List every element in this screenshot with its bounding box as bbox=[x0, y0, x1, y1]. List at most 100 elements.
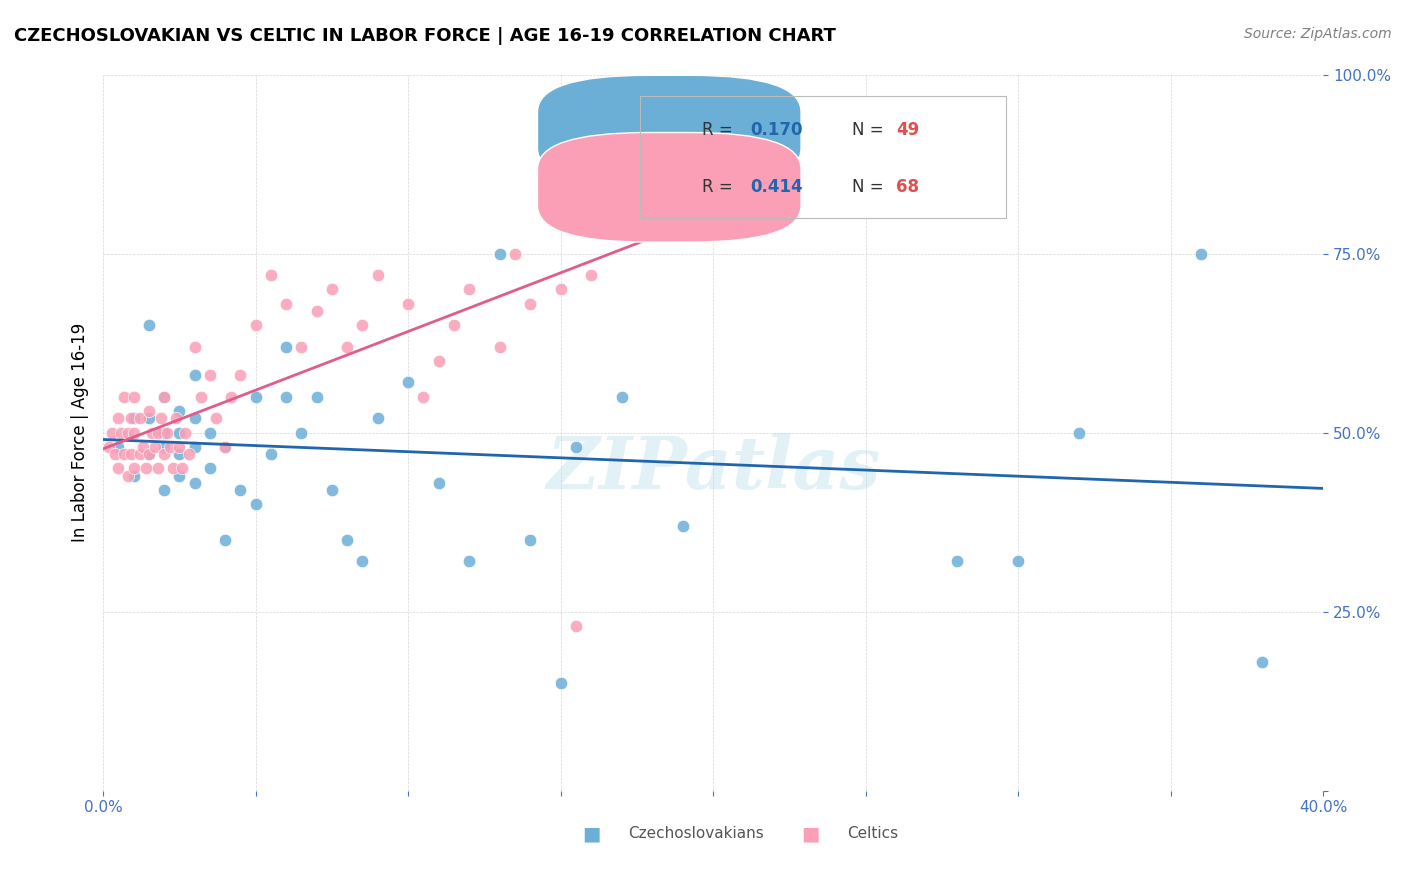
Point bbox=[412, 390, 434, 404]
Point bbox=[107, 440, 129, 454]
Point bbox=[290, 425, 312, 440]
Text: CZECHOSLOVAKIAN VS CELTIC IN LABOR FORCE | AGE 16-19 CORRELATION CHART: CZECHOSLOVAKIAN VS CELTIC IN LABOR FORCE… bbox=[14, 27, 837, 45]
Point bbox=[183, 368, 205, 383]
Point bbox=[458, 554, 481, 568]
Point bbox=[138, 318, 160, 333]
Point bbox=[550, 282, 572, 296]
Point bbox=[321, 282, 343, 296]
Point bbox=[153, 447, 176, 461]
Point bbox=[174, 425, 197, 440]
Point bbox=[146, 461, 169, 475]
Point bbox=[117, 425, 139, 440]
Point bbox=[946, 554, 969, 568]
Point bbox=[159, 440, 181, 454]
Point bbox=[565, 619, 588, 633]
Point bbox=[153, 425, 176, 440]
Point bbox=[488, 246, 510, 260]
Text: Source: ZipAtlas.com: Source: ZipAtlas.com bbox=[1244, 27, 1392, 41]
Point bbox=[214, 533, 236, 547]
Point bbox=[352, 318, 374, 333]
Point bbox=[229, 368, 252, 383]
Point bbox=[276, 340, 298, 354]
Point bbox=[138, 411, 160, 425]
Point bbox=[169, 468, 191, 483]
Point bbox=[169, 404, 191, 418]
Point bbox=[177, 447, 200, 461]
Point bbox=[579, 268, 602, 282]
Point bbox=[427, 354, 450, 368]
Point bbox=[763, 211, 786, 225]
Point bbox=[117, 468, 139, 483]
Point bbox=[153, 390, 176, 404]
Point bbox=[138, 447, 160, 461]
Point bbox=[352, 554, 374, 568]
Point bbox=[107, 411, 129, 425]
Point bbox=[336, 340, 359, 354]
Point bbox=[1007, 554, 1029, 568]
Point bbox=[114, 390, 136, 404]
Point bbox=[396, 296, 419, 310]
Point bbox=[1189, 246, 1212, 260]
Point bbox=[101, 425, 124, 440]
Point bbox=[128, 411, 150, 425]
Point bbox=[162, 461, 184, 475]
Point bbox=[276, 296, 298, 310]
Point bbox=[122, 468, 145, 483]
Point bbox=[427, 475, 450, 490]
Point bbox=[219, 390, 242, 404]
Y-axis label: In Labor Force | Age 16-19: In Labor Force | Age 16-19 bbox=[72, 323, 89, 542]
Point bbox=[138, 447, 160, 461]
Point bbox=[198, 461, 221, 475]
Point bbox=[138, 404, 160, 418]
Point bbox=[165, 411, 187, 425]
Point bbox=[260, 447, 283, 461]
Point bbox=[122, 461, 145, 475]
Point bbox=[128, 447, 150, 461]
Point bbox=[245, 497, 267, 511]
Point bbox=[367, 411, 389, 425]
Point bbox=[169, 447, 191, 461]
Point bbox=[214, 440, 236, 454]
Point bbox=[763, 139, 786, 153]
Point bbox=[141, 425, 163, 440]
Point bbox=[110, 425, 132, 440]
Point bbox=[519, 296, 541, 310]
Point bbox=[245, 390, 267, 404]
Text: ■: ■ bbox=[801, 824, 820, 843]
Point bbox=[98, 440, 121, 454]
Point bbox=[156, 425, 179, 440]
Point bbox=[169, 440, 191, 454]
Point bbox=[183, 440, 205, 454]
Point bbox=[183, 475, 205, 490]
Point bbox=[519, 533, 541, 547]
Point bbox=[183, 411, 205, 425]
Point bbox=[169, 425, 191, 440]
Point bbox=[855, 103, 877, 118]
Point bbox=[229, 483, 252, 497]
Point bbox=[321, 483, 343, 497]
Point bbox=[550, 676, 572, 690]
Point bbox=[107, 461, 129, 475]
Point bbox=[1069, 425, 1091, 440]
Point bbox=[153, 483, 176, 497]
Point bbox=[198, 368, 221, 383]
Point bbox=[565, 440, 588, 454]
Point bbox=[172, 461, 194, 475]
Point bbox=[1251, 655, 1274, 669]
Point bbox=[443, 318, 465, 333]
Point bbox=[260, 268, 283, 282]
Point bbox=[132, 440, 155, 454]
Point bbox=[396, 376, 419, 390]
Point bbox=[153, 440, 176, 454]
Point bbox=[672, 175, 695, 189]
Point bbox=[305, 390, 328, 404]
Text: ■: ■ bbox=[582, 824, 600, 843]
Point bbox=[150, 411, 173, 425]
Point bbox=[122, 390, 145, 404]
Point bbox=[367, 268, 389, 282]
Point bbox=[702, 153, 724, 168]
Point bbox=[183, 340, 205, 354]
Point bbox=[488, 340, 510, 354]
Point bbox=[336, 533, 359, 547]
Text: Czechoslovakians: Czechoslovakians bbox=[628, 826, 763, 841]
